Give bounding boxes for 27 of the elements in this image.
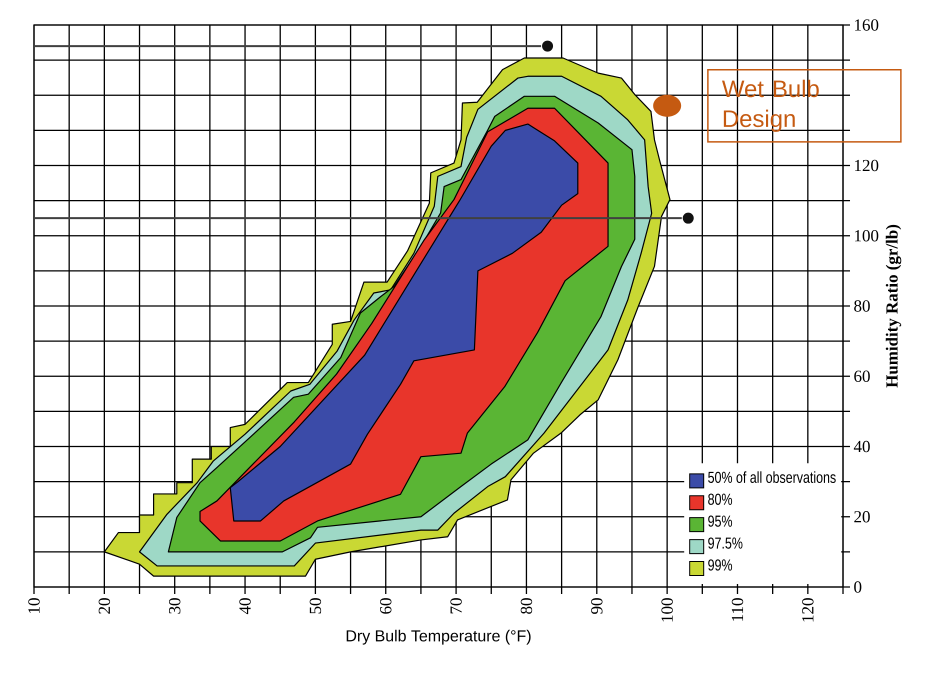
y-tick-label: 0 <box>854 581 862 593</box>
legend-label: 99% <box>708 559 732 571</box>
y-tick-label: 80 <box>854 300 870 312</box>
legend-label: 50% of all observations <box>708 471 836 483</box>
y-tick-label: 20 <box>854 511 870 522</box>
y-tick-label: 40 <box>854 440 870 452</box>
x-tick-label: 10 <box>28 598 40 613</box>
x-tick-label: 30 <box>168 598 180 614</box>
x-tick-label: 110 <box>732 598 744 621</box>
y-tick-label: 160 <box>855 19 878 31</box>
x-tick-label: 50 <box>310 598 322 614</box>
y-tick-label: 60 <box>854 370 870 382</box>
x-tick-label: 90 <box>591 598 603 614</box>
x-tick-label: 100 <box>661 598 673 622</box>
x-axis-title: Dry Bulb Temperature (°F) <box>346 630 531 645</box>
x-tick-label: 80 <box>520 598 532 614</box>
y-axis-title: Humidity Ratio (gr/lb) <box>886 224 902 388</box>
legend-label: 95% <box>708 516 732 527</box>
x-tick-label: 60 <box>380 598 392 614</box>
x-tick-label: 120 <box>802 598 814 622</box>
x-tick-label: 20 <box>98 598 110 614</box>
x-tick-label: 40 <box>239 598 251 614</box>
legend-label: 80% <box>708 494 732 505</box>
y-tick-label: 100 <box>855 230 878 242</box>
legend-label: 97.5% <box>708 537 742 549</box>
x-tick-label: 70 <box>450 598 462 614</box>
y-tick-label: 120 <box>855 160 878 172</box>
